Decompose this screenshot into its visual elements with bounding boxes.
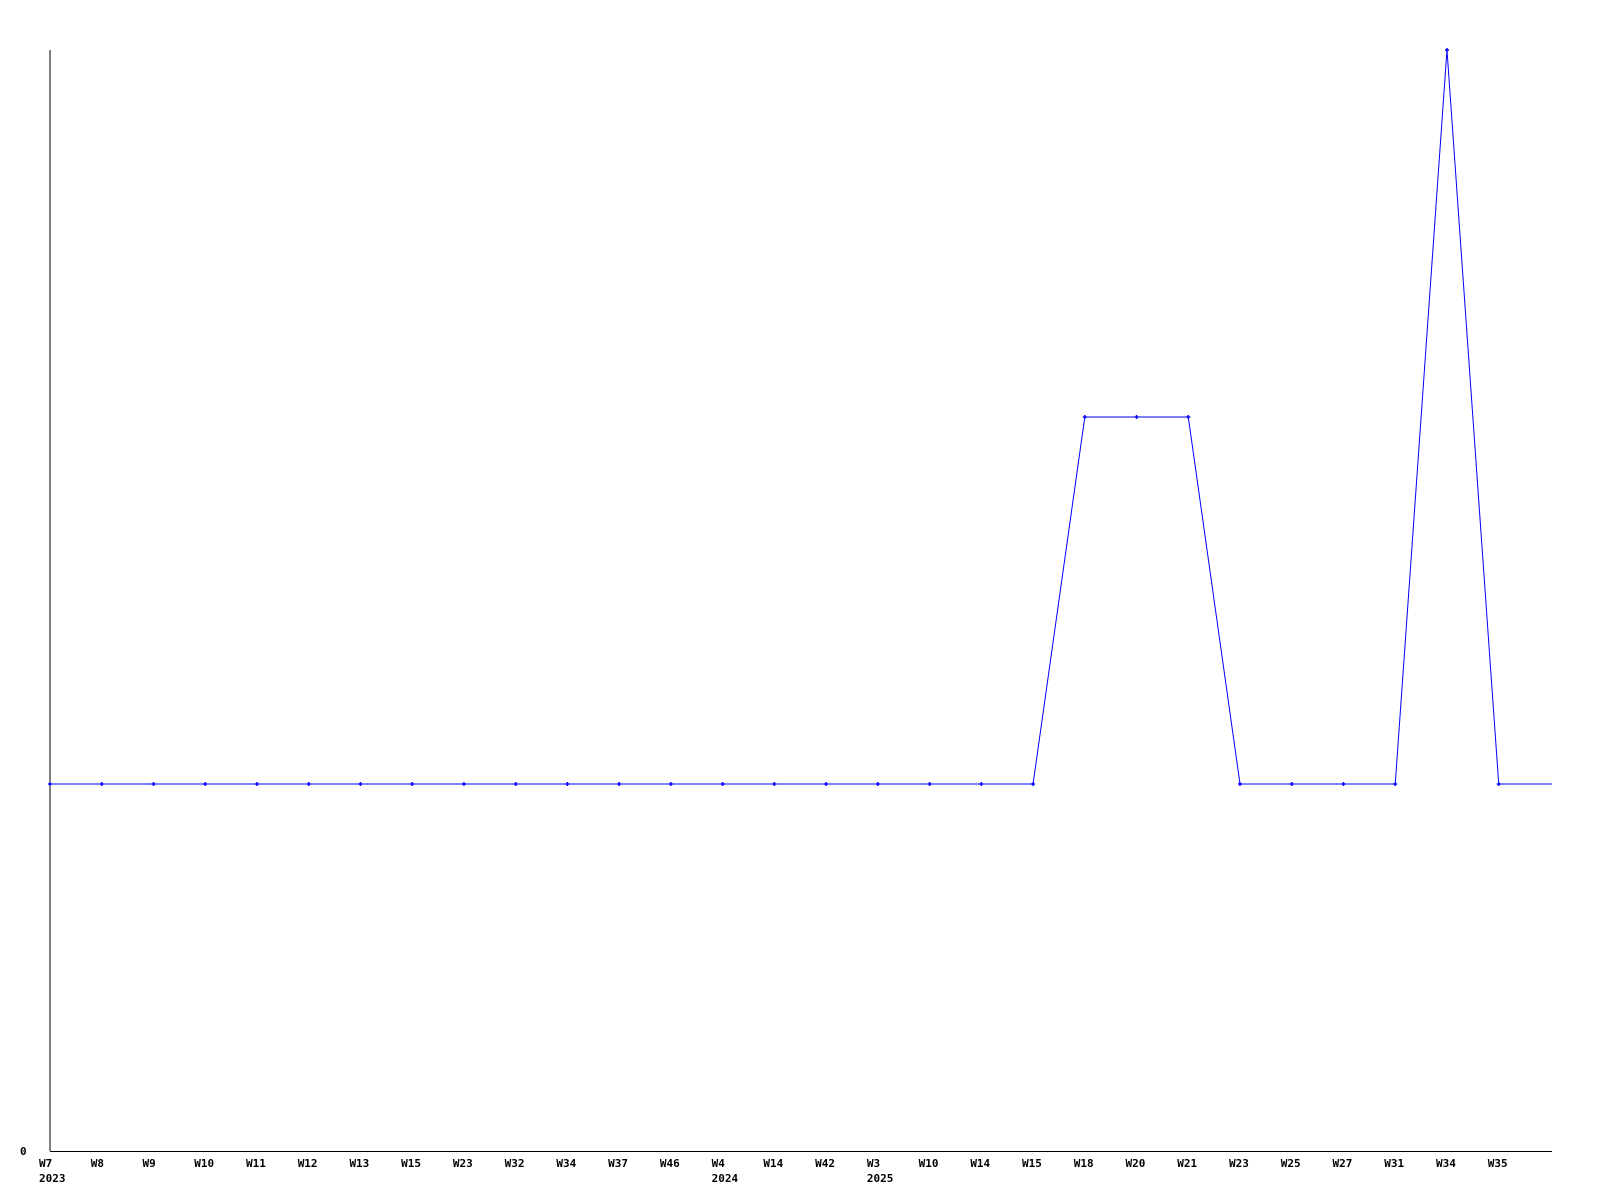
x-tick-label: W23 xyxy=(453,1157,473,1170)
x-tick-label: W11 xyxy=(246,1157,266,1170)
x-tick-label: W42 xyxy=(815,1157,835,1170)
x-tick-label: W27 xyxy=(1333,1157,1353,1170)
data-point xyxy=(565,782,570,786)
data-point xyxy=(410,782,415,786)
x-tick-label: W14 xyxy=(970,1157,990,1170)
x-tick-label: W15 xyxy=(401,1157,421,1170)
data-point xyxy=(358,782,363,786)
x-tick-label: W18 xyxy=(1074,1157,1094,1170)
series-line xyxy=(50,49,1552,785)
data-point xyxy=(875,782,880,786)
data-point xyxy=(461,782,466,786)
x-tick-label: W10 xyxy=(919,1157,939,1170)
data-point xyxy=(1393,782,1398,786)
data-point xyxy=(927,782,932,786)
data-point xyxy=(1289,782,1294,786)
x-tick-label: W37 xyxy=(608,1157,628,1170)
x-tick-label: W25 xyxy=(1281,1157,1301,1170)
x-tick-label: W23 xyxy=(1229,1157,1249,1170)
data-point xyxy=(254,782,259,786)
x-year-label: 2025 xyxy=(867,1172,894,1185)
data-point xyxy=(720,782,725,786)
x-tick-label: W3 xyxy=(867,1157,880,1170)
data-point xyxy=(668,782,673,786)
x-tick-label: W13 xyxy=(349,1157,369,1170)
x-tick-label: W21 xyxy=(1177,1157,1197,1170)
data-point xyxy=(151,782,156,786)
data-point xyxy=(1496,782,1501,786)
data-point xyxy=(513,782,518,786)
x-tick-label: W34 xyxy=(1436,1157,1456,1170)
data-point xyxy=(1444,48,1449,52)
data-point xyxy=(1341,782,1346,786)
data-point xyxy=(617,782,622,786)
y-tick-label: 0 xyxy=(20,1145,27,1158)
data-point xyxy=(824,782,829,786)
data-point xyxy=(1186,415,1191,419)
data-point xyxy=(203,782,208,786)
x-tick-label: W12 xyxy=(298,1157,318,1170)
x-tick-label: W10 xyxy=(194,1157,214,1170)
x-tick-label: W20 xyxy=(1126,1157,1146,1170)
x-tick-label: W14 xyxy=(763,1157,783,1170)
x-tick-label: W32 xyxy=(505,1157,525,1170)
data-point xyxy=(1134,415,1139,419)
x-year-label: 2024 xyxy=(712,1172,739,1185)
x-tick-label: W4 xyxy=(712,1157,726,1170)
x-tick-label: W46 xyxy=(660,1157,680,1170)
data-point xyxy=(979,782,984,786)
x-tick-label: W31 xyxy=(1384,1157,1404,1170)
data-point xyxy=(306,782,311,786)
x-tick-label: W9 xyxy=(142,1157,155,1170)
data-point xyxy=(99,782,104,786)
data-point xyxy=(1082,415,1087,419)
data-point xyxy=(772,782,777,786)
x-year-label: 2023 xyxy=(39,1172,66,1185)
x-tick-label: W7 xyxy=(39,1157,52,1170)
data-point xyxy=(1238,782,1243,786)
x-tick-label: W34 xyxy=(556,1157,576,1170)
x-tick-label: W15 xyxy=(1022,1157,1042,1170)
data-point xyxy=(1031,782,1036,786)
x-tick-label: W35 xyxy=(1488,1157,1508,1170)
x-tick-label: W8 xyxy=(91,1157,104,1170)
data-point xyxy=(48,782,52,786)
